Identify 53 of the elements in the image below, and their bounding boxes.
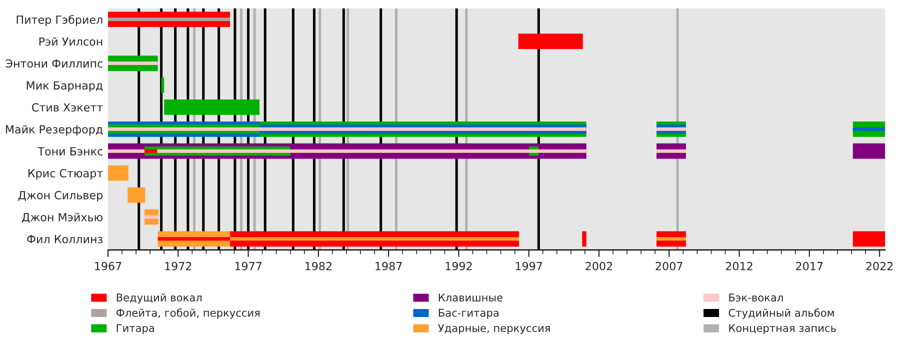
y-tick-label: Джон Сильвер — [18, 190, 103, 202]
x-tick-label: 1972 — [165, 262, 192, 270]
x-tick-label: 2017 — [796, 262, 823, 270]
y-tick-label: Стив Хэкетт — [32, 103, 103, 112]
x-tick-label: 1977 — [235, 262, 262, 270]
bar — [157, 149, 586, 153]
bar — [852, 143, 886, 159]
x-tick-label: 2012 — [726, 262, 752, 270]
bar — [164, 100, 260, 115]
bar — [108, 18, 230, 22]
bar — [161, 78, 164, 93]
bar — [656, 149, 686, 153]
x-tick-label: 1997 — [516, 262, 542, 270]
x-tick-label: 2007 — [656, 262, 682, 270]
x-tick-label: 1987 — [376, 262, 402, 270]
y-tick-label: Тони Бэнкс — [38, 147, 102, 156]
bar — [656, 127, 686, 131]
legend-label: Бас-гитара — [438, 308, 498, 319]
bar — [158, 237, 230, 241]
x-tick-label: 2002 — [586, 262, 612, 270]
legend-label: Студийный альбом — [728, 308, 834, 319]
y-tick-label: Питер Гэбриел — [16, 15, 102, 26]
legend-label: Клавишные — [438, 294, 502, 302]
y-tick-label: Мик Барнард — [26, 81, 103, 92]
bar — [656, 237, 686, 241]
y-tick-label: Рэй Уилсон — [39, 37, 102, 46]
bar — [128, 187, 146, 203]
legend-label: Ведущий вокал — [116, 293, 202, 304]
legend-label: Концертная запись — [729, 324, 836, 334]
bar — [852, 127, 886, 131]
y-tick-label: Джон Мэйхью — [22, 212, 103, 223]
legend-label: Ударные, перкуссия — [438, 324, 550, 334]
y-tick-label: Энтони Филлипс — [6, 59, 102, 68]
bar — [108, 127, 586, 131]
bar — [230, 237, 520, 241]
x-tick-label: 2022 — [866, 262, 893, 270]
legend-label: Флейта, гобой, перкуссия — [116, 308, 260, 319]
bar — [518, 34, 583, 50]
legend-label: Бэк-вокал — [729, 294, 783, 302]
y-tick-label: Фил Коллинз — [27, 235, 102, 244]
bar — [108, 149, 144, 153]
bar — [852, 231, 886, 247]
bar — [144, 149, 158, 153]
x-tick-label: 1967 — [95, 262, 122, 270]
x-tick-label: 1992 — [446, 262, 472, 270]
bar — [108, 62, 158, 66]
x-tick-label: 1982 — [306, 262, 332, 270]
y-tick-label: Майк Резерфорд — [6, 124, 103, 136]
bar — [144, 215, 158, 219]
y-tick-label: Крис Стюарт — [28, 169, 103, 180]
bar — [108, 165, 128, 181]
legend-label: Гитара — [116, 324, 154, 334]
bar — [582, 231, 586, 247]
